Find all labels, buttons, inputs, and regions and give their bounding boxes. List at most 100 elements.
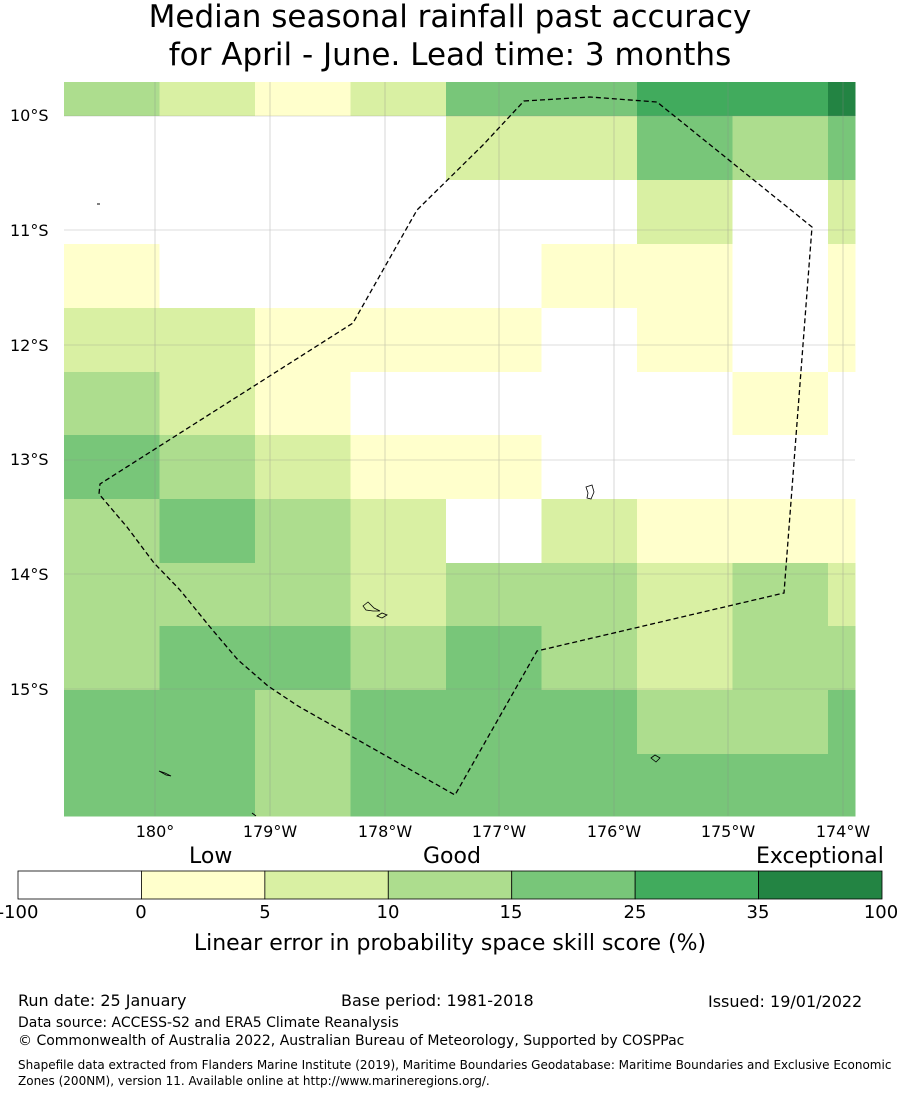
grid-cell <box>255 435 351 500</box>
grid-cell <box>732 372 829 436</box>
grid-cell <box>255 116 351 181</box>
grid-cell <box>159 116 256 181</box>
grid-cell <box>446 116 542 181</box>
lon-label: 174°W <box>815 822 871 841</box>
island-outline <box>376 612 388 619</box>
grid-cell <box>541 116 638 181</box>
category-label-exceptional: Exceptional <box>756 844 884 869</box>
grid-cell <box>446 372 542 436</box>
grid-cell <box>732 308 829 373</box>
grid-cell <box>255 82 351 117</box>
grid-cell <box>637 563 733 627</box>
lat-label: 11°S <box>10 221 49 240</box>
grid-cell <box>350 435 447 500</box>
grid-cell <box>255 499 351 564</box>
grid-cell <box>828 308 856 373</box>
grid-cell <box>732 754 829 817</box>
copyright: © Commonwealth of Australia 2022, Austra… <box>18 1033 685 1049</box>
lat-label: 15°S <box>10 680 49 699</box>
grid-cell <box>64 435 160 500</box>
base-period: Base period: 1981-2018 <box>341 991 534 1010</box>
colorbar-segment <box>17 870 142 900</box>
grid-cell <box>637 244 733 309</box>
grid-cell <box>159 308 256 373</box>
grid-cell <box>159 82 256 117</box>
grid-cell <box>255 308 351 373</box>
grid-cell <box>828 180 856 245</box>
island-outline <box>585 484 595 500</box>
grid-cell <box>637 754 733 817</box>
grid-cell <box>350 626 447 691</box>
grid-cell <box>446 82 542 117</box>
run-date: Run date: 25 January <box>18 991 187 1010</box>
grid-cell <box>828 82 856 117</box>
grid-cell <box>350 116 447 181</box>
grid-cell <box>828 499 856 564</box>
chart-title-line-1: Median seasonal rainfall past accuracy <box>148 0 752 35</box>
grid-cell <box>637 116 733 181</box>
colorbar-segment <box>387 870 513 900</box>
grid-cell <box>159 372 256 436</box>
grid-cell <box>732 499 829 564</box>
lat-label: 14°S <box>10 565 49 584</box>
issued-date: Issued: 19/01/2022 <box>708 992 863 1011</box>
grid-cell <box>64 116 160 181</box>
grid-cell <box>732 244 829 309</box>
chart-title-line-2: for April - June. Lead time: 3 months <box>168 37 732 73</box>
colorbar-tick: 0 <box>135 902 147 923</box>
grid-cell <box>828 435 856 500</box>
colorbar-segment <box>264 870 389 900</box>
grid-cell <box>637 308 733 373</box>
grid-cell <box>446 563 542 627</box>
colorbar-tick: 100 <box>863 902 899 923</box>
grid-cell <box>350 308 447 373</box>
grid-cell <box>828 754 856 817</box>
grid-cell <box>541 180 638 245</box>
grid-cell <box>732 690 829 755</box>
colorbar-segment <box>141 870 266 900</box>
grid-cell <box>255 372 351 436</box>
grid-cell <box>637 372 733 436</box>
colorbar-segment <box>758 870 883 900</box>
grid-cell <box>255 563 351 627</box>
grid-cell <box>64 244 160 309</box>
grid-cell <box>828 563 856 627</box>
colorbar-tick: 5 <box>259 902 271 923</box>
colorbar-tick: 10 <box>376 902 400 923</box>
grid-cell <box>828 244 856 309</box>
grid-cell <box>64 626 160 691</box>
category-label-low: Low <box>189 844 233 869</box>
grid-cell <box>637 435 733 500</box>
grid-cell <box>828 690 856 755</box>
grid-cell <box>446 180 542 245</box>
grid-cell <box>255 180 351 245</box>
skill-grid <box>64 82 856 817</box>
grid-cell <box>159 690 256 755</box>
grid-cell <box>159 754 256 817</box>
grid-cell <box>159 435 256 500</box>
grid-cell <box>637 180 733 245</box>
grid-cell <box>828 372 856 436</box>
grid-cell <box>541 499 638 564</box>
grid-cell <box>637 690 733 755</box>
grid-cell <box>64 308 160 373</box>
grid-cell <box>541 308 638 373</box>
grid-cell <box>541 563 638 627</box>
grid-cell <box>732 82 829 117</box>
colorbar-segment <box>634 870 759 900</box>
grid-cell <box>446 690 542 755</box>
grid-cell <box>350 372 447 436</box>
grid-cell <box>64 180 160 245</box>
grid-cell <box>159 180 256 245</box>
grid-cell <box>350 563 447 627</box>
grid-cell <box>446 754 542 817</box>
grid-cell <box>255 690 351 755</box>
grid-cell <box>732 563 829 627</box>
category-label-good: Good <box>423 844 481 869</box>
lat-label: 12°S <box>10 336 49 355</box>
grid-cell <box>828 626 856 691</box>
grid-cell <box>828 116 856 181</box>
lon-label: 178°W <box>357 822 413 841</box>
grid-cell <box>541 690 638 755</box>
